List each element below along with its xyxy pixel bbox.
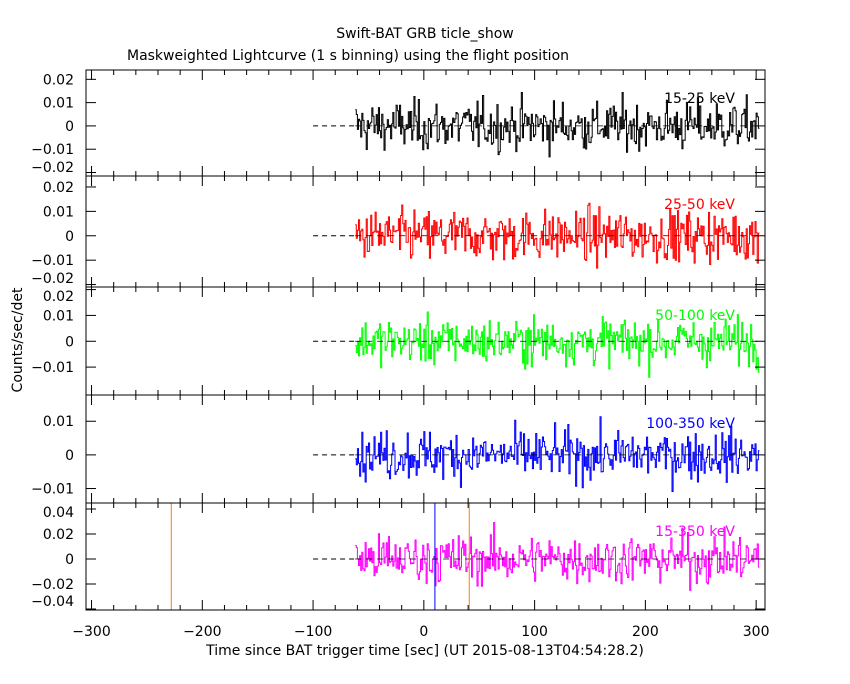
panel-frame xyxy=(85,175,766,288)
y-tick-label: 0.01 xyxy=(43,204,74,220)
panel-50-100-keV: 0.02 0.01 0 −0.01 50-100 keV xyxy=(31,286,766,396)
x-tick-label: −300 xyxy=(72,624,110,640)
y-tick-label: 0.01 xyxy=(43,414,74,430)
y-tick-label: −0.04 xyxy=(31,594,74,610)
lightcurve-series xyxy=(355,311,760,378)
x-tick-label: 200 xyxy=(632,624,659,640)
y-tick-label: −0.01 xyxy=(31,482,74,498)
y-tick-label: 0.04 xyxy=(43,505,74,521)
panel-25-50-keV: 0.02 0.01 0 −0.01 −0.02 25-50 keV xyxy=(31,175,766,288)
lightcurve-series xyxy=(355,416,760,492)
x-tick-label: −200 xyxy=(183,624,221,640)
x-tick-label: 100 xyxy=(521,624,548,640)
panel-15-25-keV: 0.02 0.01 0 −0.01 −0.02 15-25 keV xyxy=(31,69,766,177)
y-tick-label: 0 xyxy=(65,334,74,350)
y-tick-label: −0.02 xyxy=(31,160,74,176)
band-label: 50-100 keV xyxy=(655,308,735,324)
lightcurve-series xyxy=(355,522,760,591)
chart-subtitle: Maskweighted Lightcurve (1 s binning) us… xyxy=(127,48,569,64)
y-tick-label: 0 xyxy=(65,229,74,245)
y-tick-label: 0 xyxy=(65,448,74,464)
y-tick-label: −0.01 xyxy=(31,360,74,376)
y-tick-label: 0.02 xyxy=(43,180,74,196)
band-label: 100-350 keV xyxy=(646,416,735,432)
y-axis-label: Counts/sec/det xyxy=(10,287,26,392)
x-axis-label: Time since BAT trigger time [sec] (UT 20… xyxy=(205,643,644,659)
panel-frame xyxy=(85,502,766,611)
panel-frame xyxy=(85,69,766,177)
y-tick-label: 0.01 xyxy=(43,96,74,112)
panel-15-350-keV: 0.04 0.02 0 −0.02−0.04 15-350 keV xyxy=(31,502,766,611)
chart-title: Swift-BAT GRB ticle_show xyxy=(336,26,513,42)
y-tick-label: −0.02 xyxy=(31,271,74,287)
band-label: 25-50 keV xyxy=(664,197,735,213)
band-label: 15-25 keV xyxy=(664,91,735,107)
lightcurve-series xyxy=(355,202,760,269)
panel-100-350-keV: 0.01 0 −0.01 100-350 keV xyxy=(31,394,766,504)
band-label: 15-350 keV xyxy=(655,524,735,540)
x-tick-label: 0 xyxy=(419,624,428,640)
y-tick-label: 0 xyxy=(65,119,74,135)
y-tick-label: 0.01 xyxy=(43,308,74,324)
y-tick-label: 0.02 xyxy=(43,72,74,88)
x-tick-label: 300 xyxy=(743,624,770,640)
x-tick-label: −100 xyxy=(294,624,332,640)
y-tick-label: 0.02 xyxy=(43,289,74,305)
y-tick-label: 0.02 xyxy=(43,527,74,543)
y-tick-label: −0.01 xyxy=(31,142,74,158)
y-tick-label: −0.01 xyxy=(31,253,74,269)
y-tick-label: 0 xyxy=(65,552,74,568)
y-tick-label: −0.02 xyxy=(31,577,74,593)
